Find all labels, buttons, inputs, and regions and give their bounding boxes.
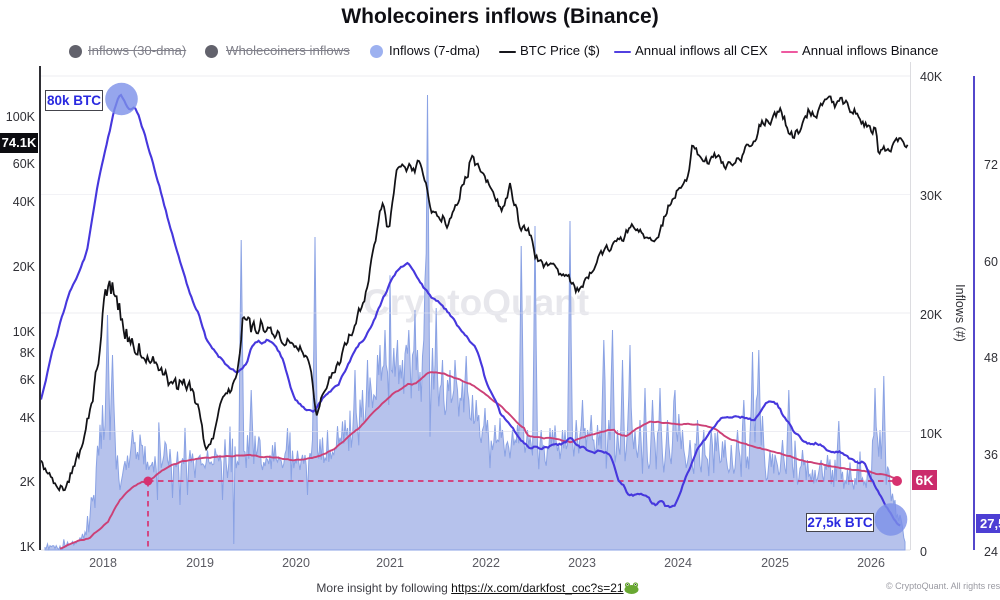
- svg-text:Inflows (#): Inflows (#): [953, 284, 967, 342]
